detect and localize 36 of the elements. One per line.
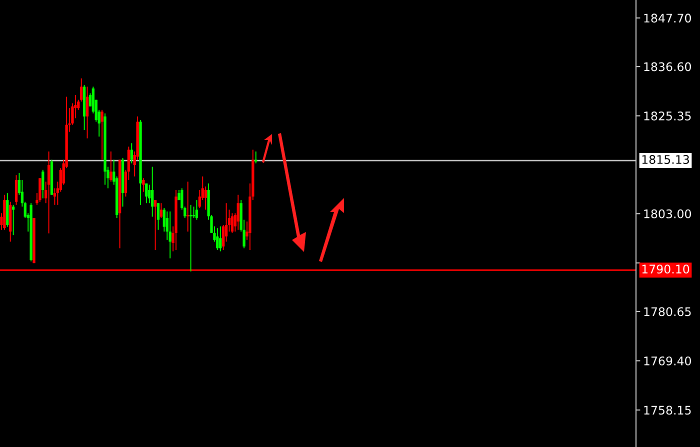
candlestick bbox=[204, 186, 207, 210]
y-tick-label: 1836.60 bbox=[644, 62, 691, 72]
candlestick bbox=[148, 184, 151, 204]
candlestick bbox=[154, 200, 157, 250]
candlestick bbox=[145, 182, 148, 204]
candlestick bbox=[156, 202, 160, 230]
y-tick-label: 1758.15 bbox=[644, 406, 691, 415]
candlestick bbox=[160, 202, 163, 219]
ref-line-label: 1790.10 bbox=[642, 264, 690, 274]
y-tick-label: 1769.40 bbox=[644, 356, 691, 366]
y-tick-label: 1780.65 bbox=[644, 307, 691, 316]
candlestick bbox=[216, 228, 219, 250]
candlestick bbox=[151, 166, 154, 218]
candlestick bbox=[142, 178, 145, 192]
candlestick bbox=[12, 204, 15, 236]
candlestick bbox=[168, 210, 172, 259]
candlestick bbox=[236, 194, 240, 230]
candlestick bbox=[219, 226, 222, 252]
candlestick bbox=[192, 206, 196, 219]
y-tick-label: 1825.35 bbox=[644, 112, 691, 120]
candlestick bbox=[195, 200, 198, 220]
candlestick bbox=[86, 86, 89, 139]
candlestick bbox=[186, 181, 190, 232]
y-tick-label: 1847.70 bbox=[644, 14, 691, 23]
candlestick bbox=[47, 150, 50, 234]
candlestick bbox=[14, 174, 18, 206]
candlestick bbox=[110, 150, 112, 182]
candlestick bbox=[100, 109, 104, 160]
ref-line-label: 1815.13 bbox=[642, 155, 689, 164]
candlestick bbox=[130, 142, 133, 164]
candlestick bbox=[189, 204, 192, 272]
candlestick bbox=[38, 178, 42, 202]
candlestick bbox=[42, 169, 44, 199]
candlestick bbox=[80, 78, 83, 102]
candlestick bbox=[230, 212, 234, 234]
y-tick-label: 1803.00 bbox=[644, 209, 691, 218]
